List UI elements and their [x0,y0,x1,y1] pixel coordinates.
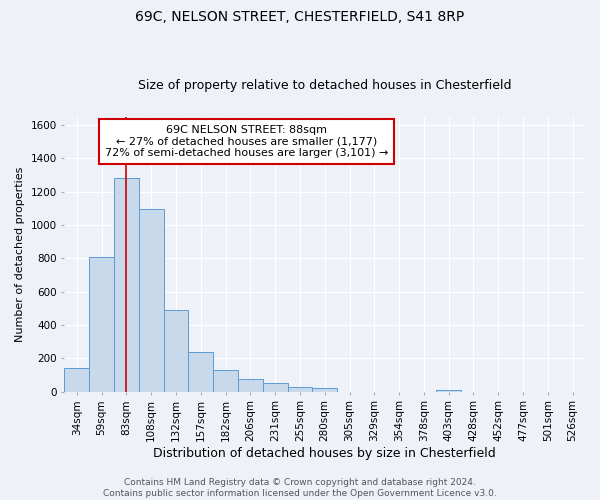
X-axis label: Distribution of detached houses by size in Chesterfield: Distribution of detached houses by size … [154,447,496,460]
Text: 69C NELSON STREET: 88sqm
← 27% of detached houses are smaller (1,177)
72% of sem: 69C NELSON STREET: 88sqm ← 27% of detach… [105,125,388,158]
Bar [89,256,114,392]
Bar [213,370,238,392]
Bar [238,379,263,392]
Bar [64,368,89,392]
Text: Contains HM Land Registry data © Crown copyright and database right 2024.
Contai: Contains HM Land Registry data © Crown c… [103,478,497,498]
Bar [164,310,188,392]
Bar [188,352,213,392]
Bar [139,209,164,392]
Bar [313,388,337,392]
Y-axis label: Number of detached properties: Number of detached properties [15,166,25,342]
Bar [287,386,313,392]
Title: Size of property relative to detached houses in Chesterfield: Size of property relative to detached ho… [138,79,511,92]
Bar [263,384,287,392]
Bar [436,390,461,392]
Text: 69C, NELSON STREET, CHESTERFIELD, S41 8RP: 69C, NELSON STREET, CHESTERFIELD, S41 8R… [136,10,464,24]
Bar [114,178,139,392]
